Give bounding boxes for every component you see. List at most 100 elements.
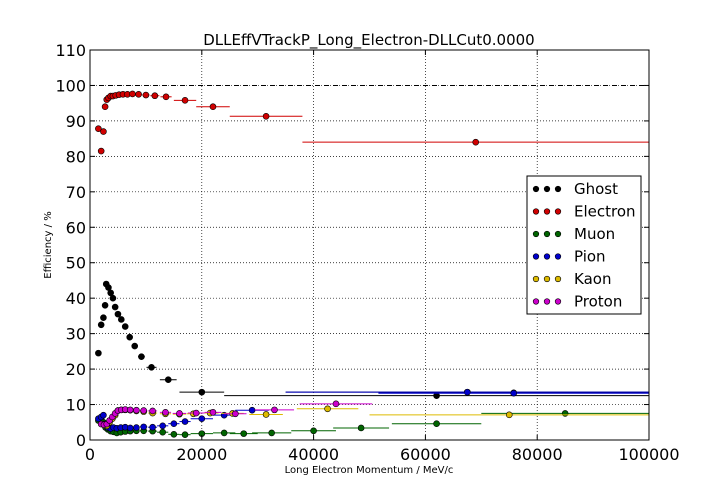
data-point xyxy=(135,91,142,98)
data-point xyxy=(310,427,317,435)
legend-item-ghost: Ghost xyxy=(532,180,618,198)
x-tick-label: 0 xyxy=(85,445,95,464)
data-point xyxy=(97,147,105,155)
data-point xyxy=(133,424,140,431)
legend-marker xyxy=(554,208,562,215)
legend-item-proton: Proton xyxy=(532,293,622,311)
legend-marker xyxy=(532,230,540,238)
legend-marker xyxy=(543,253,551,260)
data-point xyxy=(142,91,150,99)
legend-marker xyxy=(532,253,540,260)
y-tick-label: 20 xyxy=(66,360,86,379)
data-point xyxy=(162,93,170,101)
y-tick-label: 70 xyxy=(66,183,86,202)
data-point xyxy=(248,406,256,414)
legend-marker xyxy=(554,253,562,260)
legend-marker xyxy=(532,208,540,215)
legend-marker xyxy=(543,298,551,305)
data-point xyxy=(505,411,513,419)
legend-marker xyxy=(543,185,551,193)
data-point xyxy=(357,424,365,432)
legend-item-muon: Muon xyxy=(532,225,615,243)
legend-item-electron: Electron xyxy=(532,203,636,221)
legend-marker xyxy=(554,230,562,238)
legend-marker xyxy=(543,208,551,215)
data-point xyxy=(176,410,183,417)
x-tick-label: 60000 xyxy=(400,445,451,464)
data-point xyxy=(209,409,217,416)
data-point xyxy=(97,321,105,329)
data-point xyxy=(111,303,119,311)
data-point xyxy=(262,113,270,120)
legend-item-kaon: Kaon xyxy=(532,270,611,288)
series-pion xyxy=(95,388,649,432)
x-tick-label: 20000 xyxy=(176,445,227,464)
data-point xyxy=(118,316,125,323)
legend-marker xyxy=(554,185,562,193)
data-point xyxy=(100,128,107,135)
data-point xyxy=(149,423,156,431)
y-tick-label: 100 xyxy=(55,76,86,95)
data-point xyxy=(140,423,147,431)
data-point xyxy=(164,376,172,384)
series-proton xyxy=(97,400,373,429)
data-point xyxy=(138,353,145,360)
plot-frame xyxy=(89,49,650,441)
data-point xyxy=(232,410,239,418)
data-point xyxy=(114,310,122,318)
data-point xyxy=(192,409,200,417)
data-point xyxy=(181,418,189,425)
data-point xyxy=(159,428,166,436)
legend-marker xyxy=(554,275,562,283)
data-marks xyxy=(95,90,649,438)
data-point xyxy=(149,407,156,415)
data-point xyxy=(126,424,134,432)
data-point xyxy=(198,388,206,396)
data-point xyxy=(170,420,178,427)
axis-ticks: 0 20000 40000 60000 80000 100000 0 10 20 30 40 50 60… xyxy=(55,41,679,464)
legend-marker xyxy=(543,275,551,283)
legend-marker xyxy=(554,298,562,305)
data-point xyxy=(240,430,248,437)
data-point xyxy=(170,431,178,438)
data-point xyxy=(262,411,270,418)
data-point xyxy=(151,92,159,100)
data-point xyxy=(126,333,133,341)
x-tick-label: 40000 xyxy=(288,445,339,464)
series-electron xyxy=(95,90,649,155)
data-point xyxy=(324,405,331,413)
y-tick-label: 0 xyxy=(76,431,86,450)
x-tick-label: 100000 xyxy=(618,445,679,464)
y-tick-label: 30 xyxy=(66,325,86,344)
legend-marker xyxy=(532,298,540,305)
legend: Ghost Electron Muon Pion Kaon Proton xyxy=(526,175,642,315)
chart-title: DLLEffVTrackP_Long_Electron-DLLCut0.0000 xyxy=(203,31,534,50)
y-axis-label: Efficiency / % xyxy=(43,211,54,278)
data-point xyxy=(209,103,217,111)
data-point xyxy=(332,400,340,408)
legend-box xyxy=(526,175,642,315)
data-point xyxy=(133,406,140,414)
data-point xyxy=(131,342,139,350)
data-point xyxy=(121,323,129,330)
legend-label: Ghost xyxy=(574,180,618,198)
legend-label: Proton xyxy=(574,293,622,311)
data-point xyxy=(220,429,228,437)
data-point xyxy=(510,389,518,397)
legend-item-pion: Pion xyxy=(532,248,606,266)
legend-label: Kaon xyxy=(574,270,611,288)
y-tick-label: 60 xyxy=(66,218,86,237)
data-point xyxy=(100,411,107,419)
data-point xyxy=(101,301,109,309)
data-point xyxy=(101,103,109,111)
data-point xyxy=(271,406,278,414)
y-tick-label: 40 xyxy=(66,289,86,308)
legend-marker xyxy=(532,275,540,283)
data-point xyxy=(561,410,569,417)
data-point xyxy=(162,409,169,416)
y-tick-label: 110 xyxy=(55,41,86,60)
legend-marker xyxy=(532,185,540,193)
data-point xyxy=(181,431,189,438)
data-point xyxy=(472,138,480,146)
